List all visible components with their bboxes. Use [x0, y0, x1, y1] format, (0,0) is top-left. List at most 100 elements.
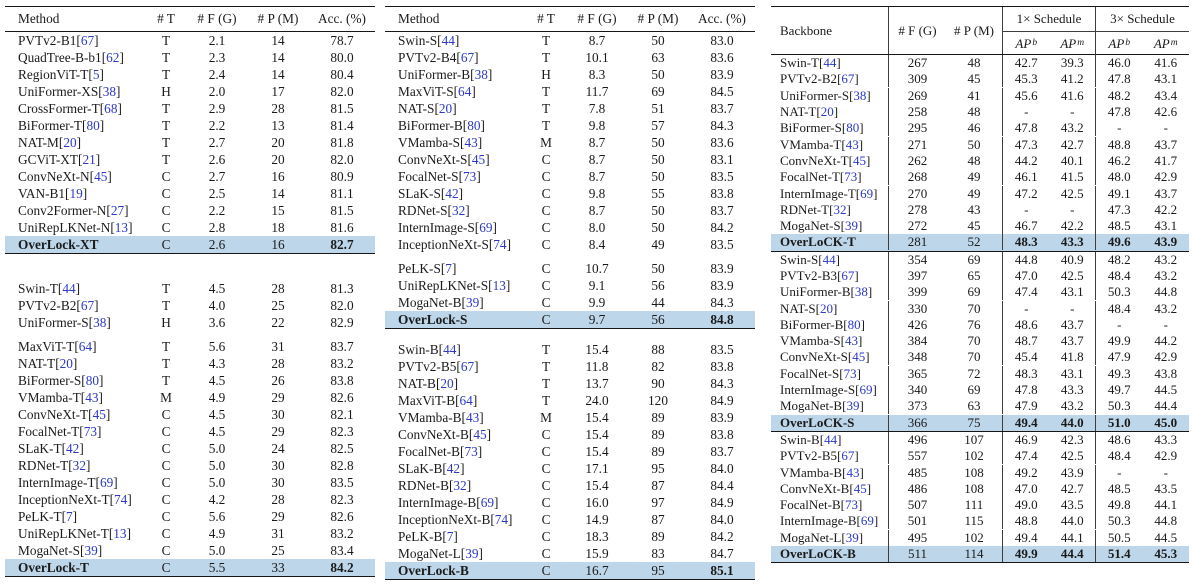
citation-link[interactable]: 20 [820, 300, 833, 316]
citation-link[interactable]: 32 [453, 477, 467, 493]
citation-link[interactable]: 19 [69, 185, 83, 201]
citation-link[interactable]: 20 [820, 104, 834, 120]
citation-link[interactable]: 73 [464, 443, 478, 459]
citation-link[interactable]: 64 [459, 392, 473, 408]
method-name: FocalNet-S [780, 365, 840, 381]
citation-link[interactable]: 32 [72, 457, 86, 473]
table-group: Swin-B [44] 496 107 46.9 42.3 48.6 43.3 PVTv2-B5… [771, 431, 1189, 564]
citation-link[interactable]: 43 [845, 136, 859, 152]
citation-link[interactable]: 45 [471, 151, 486, 167]
table-row: ConvNeXt-S [45] 348 70 45.4 41.8 47.9 42.9 [771, 349, 1189, 366]
citation-link[interactable]: 38 [854, 284, 868, 300]
citation-link[interactable]: 39 [465, 294, 480, 310]
citation-link[interactable]: 39 [845, 218, 859, 234]
citation-link[interactable]: 80 [86, 117, 100, 133]
citation-link[interactable]: 80 [467, 117, 481, 133]
citation-link[interactable]: 38 [102, 83, 116, 99]
citation-link[interactable]: 38 [93, 314, 107, 330]
citation-link[interactable]: 45 [852, 349, 866, 365]
citation-link[interactable]: 68 [104, 100, 118, 116]
citation-link[interactable]: 5 [92, 66, 100, 82]
citation-link[interactable]: 39 [465, 545, 479, 561]
citation-link[interactable]: 45 [473, 426, 487, 442]
citation-link[interactable]: 73 [845, 497, 858, 513]
citation-link[interactable]: 43 [85, 389, 99, 405]
citation-link[interactable]: 27 [110, 202, 125, 218]
citation-link[interactable]: 42 [445, 185, 459, 201]
table-row: BiFormer-T [80] T 2.2 13 81.4 [5, 117, 375, 134]
citation-link[interactable]: 13 [114, 219, 129, 235]
citation-link[interactable]: 73 [463, 168, 477, 184]
citation-link[interactable]: 74 [494, 511, 509, 527]
citation-link[interactable]: 67 [841, 268, 855, 283]
citation-link[interactable]: 42 [446, 460, 461, 476]
citation-link[interactable]: 67 [80, 32, 95, 48]
citation-link[interactable]: 7 [446, 528, 454, 544]
citation-link[interactable]: 74 [493, 236, 507, 252]
citation-link[interactable]: 69 [860, 185, 874, 201]
citation-link[interactable]: 80 [85, 372, 99, 388]
citation-link[interactable]: 39 [846, 398, 860, 414]
citation-link[interactable]: 39 [84, 542, 98, 558]
citation-link[interactable]: 32 [451, 202, 466, 218]
flops-cell: 278 [907, 201, 928, 217]
citation-link[interactable]: 73 [843, 365, 857, 381]
ap-mask-3x-cell: 45.3 [1154, 546, 1178, 562]
citation-link[interactable]: 45 [92, 406, 106, 422]
schedule-1x-header: 1× Schedule [1003, 7, 1096, 32]
citation-link[interactable]: 44 [62, 280, 76, 296]
citation-link[interactable]: 69 [479, 219, 493, 235]
citation-link[interactable]: 39 [845, 529, 859, 545]
citation-link[interactable]: 80 [846, 120, 860, 136]
citation-link[interactable]: 67 [841, 71, 855, 87]
citation-link[interactable]: 80 [847, 316, 861, 332]
citation-link[interactable]: 44 [822, 251, 836, 267]
citation-link[interactable]: 45 [94, 168, 108, 184]
citation-link[interactable]: 13 [113, 525, 127, 541]
citation-link[interactable]: 73 [83, 423, 98, 439]
method-cell: MaxViT-S [64] [385, 84, 525, 100]
params-cell: 57 [651, 117, 665, 133]
method-cell: OverLoCK-T [771, 234, 889, 251]
citation-link[interactable]: 38 [853, 87, 867, 103]
citation-link[interactable]: 43 [465, 409, 480, 425]
citation-link[interactable]: 38 [474, 66, 488, 82]
citation-link[interactable]: 45 [853, 480, 867, 496]
citation-link[interactable]: 67 [460, 49, 475, 65]
table-row: InternImage-S [69] 340 69 47.8 43.3 49.7 44.5 [771, 382, 1189, 399]
citation-link[interactable]: 69 [99, 474, 114, 490]
ap-mask-3x-cell: 43.2 [1154, 268, 1178, 283]
citation-link[interactable]: 62 [106, 49, 120, 65]
citation-link[interactable]: 20 [440, 375, 454, 391]
citation-link[interactable]: 74 [114, 491, 128, 507]
citation-link[interactable]: 67 [460, 358, 475, 374]
citation-link[interactable]: 44 [441, 32, 455, 48]
citation-link[interactable]: 43 [845, 333, 859, 349]
citation-link[interactable]: 20 [59, 355, 73, 371]
citation-link[interactable]: 44 [443, 341, 457, 357]
citation-link[interactable]: 64 [78, 338, 93, 354]
citation-link[interactable]: 32 [833, 201, 847, 217]
citation-link[interactable]: 43 [846, 464, 860, 480]
citation-link[interactable]: 69 [859, 382, 873, 398]
citation-link[interactable]: 44 [823, 55, 837, 71]
citation-link[interactable]: 73 [844, 169, 858, 185]
citation-link[interactable]: 42 [66, 440, 80, 456]
citation-link[interactable]: 7 [66, 508, 73, 524]
citation-link[interactable]: 45 [852, 152, 866, 168]
citation-link[interactable]: 67 [80, 297, 95, 313]
method-name: InternImage-B [780, 513, 857, 529]
citation-link[interactable]: 44 [824, 431, 838, 447]
citation-link[interactable]: 13 [492, 277, 506, 293]
method-cell: Swin-S [44] [771, 251, 889, 268]
citation-link[interactable]: 67 [841, 448, 855, 464]
citation-link[interactable]: 20 [63, 134, 77, 150]
citation-link[interactable]: 20 [438, 100, 453, 116]
citation-link[interactable]: 69 [480, 494, 495, 510]
citation-link[interactable]: 43 [464, 134, 478, 150]
citation-link[interactable]: 7 [445, 260, 452, 276]
method-name: UniFormer-XS [18, 83, 99, 99]
citation-link[interactable]: 69 [860, 513, 874, 529]
citation-link[interactable]: 21 [82, 151, 96, 167]
citation-link[interactable]: 64 [458, 83, 472, 99]
